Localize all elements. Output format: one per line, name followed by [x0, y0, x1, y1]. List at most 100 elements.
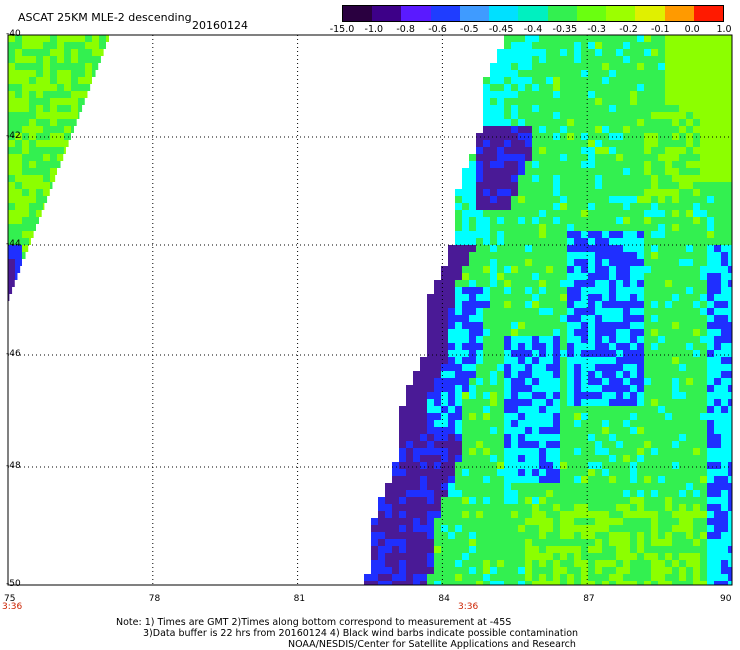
- swath-cell: [525, 168, 532, 175]
- swath-cell: [525, 175, 532, 182]
- swath-cell: [721, 175, 728, 182]
- swath-cell: [686, 140, 693, 147]
- swath-cell: [581, 434, 588, 441]
- swath-cell: [665, 581, 672, 585]
- swath-cell: [504, 469, 511, 476]
- swath-cell: [616, 483, 623, 490]
- swath-cell: [728, 175, 732, 182]
- swath-cell: [546, 357, 553, 364]
- swath-cell: [504, 119, 511, 126]
- swath-cell: [490, 168, 497, 175]
- swath-cell: [392, 574, 399, 581]
- swath-cell: [623, 336, 630, 343]
- swath-cell: [441, 553, 448, 560]
- swath-cell: [616, 497, 623, 504]
- swath-cell: [448, 504, 455, 511]
- swath-cell: [707, 70, 714, 77]
- swath-cell: [644, 469, 651, 476]
- swath-cell: [644, 343, 651, 350]
- swath-cell: [448, 336, 455, 343]
- swath-cell: [714, 77, 721, 84]
- swath-cell: [728, 294, 732, 301]
- swath-cell: [434, 560, 441, 567]
- swath-cell: [22, 126, 29, 133]
- swath-cell: [399, 420, 406, 427]
- swath-cell: [532, 175, 539, 182]
- swath-cell: [462, 280, 469, 287]
- swath-cell: [420, 448, 427, 455]
- swath-cell: [714, 413, 721, 420]
- swath-cell: [581, 168, 588, 175]
- swath-cell: [567, 546, 574, 553]
- swath-cell: [707, 210, 714, 217]
- swath-cell: [644, 308, 651, 315]
- swath-cell: [462, 357, 469, 364]
- swath-cell: [651, 497, 658, 504]
- swath-cell: [623, 343, 630, 350]
- swath-cell: [434, 294, 441, 301]
- swath-cell: [504, 259, 511, 266]
- swath-cell: [525, 196, 532, 203]
- swath-cell: [476, 210, 483, 217]
- swath-cell: [630, 63, 637, 70]
- swath-cell: [672, 469, 679, 476]
- swath-cell: [588, 364, 595, 371]
- swath-cell: [469, 525, 476, 532]
- swath-cell: [616, 168, 623, 175]
- swath-cell: [602, 161, 609, 168]
- swath-cell: [574, 343, 581, 350]
- color-scale-tick: 0.0: [684, 24, 700, 35]
- swath-cell: [623, 154, 630, 161]
- swath-cell: [476, 371, 483, 378]
- swath-cell: [700, 63, 707, 70]
- swath-cell: [392, 476, 399, 483]
- swath-cell: [8, 238, 15, 245]
- swath-cell: [490, 462, 497, 469]
- swath-cell: [700, 546, 707, 553]
- swath-cell: [539, 448, 546, 455]
- swath-cell: [448, 427, 455, 434]
- swath-cell: [672, 581, 679, 585]
- swath-cell: [50, 175, 56, 182]
- swath-cell: [595, 518, 602, 525]
- swath-cell: [672, 70, 679, 77]
- swath-cell: [686, 308, 693, 315]
- swath-cell: [630, 294, 637, 301]
- swath-cell: [504, 336, 511, 343]
- swath-cell: [714, 266, 721, 273]
- swath-cell: [518, 119, 525, 126]
- swath-cell: [539, 238, 546, 245]
- swath-cell: [679, 385, 686, 392]
- swath-cell: [658, 63, 665, 70]
- swath-cell: [700, 399, 707, 406]
- swath-cell: [567, 70, 574, 77]
- swath-cell: [616, 119, 623, 126]
- swath-cell: [693, 147, 700, 154]
- swath-cell: [525, 280, 532, 287]
- swath-cell: [560, 553, 567, 560]
- swath-cell: [29, 70, 36, 77]
- swath-cell: [532, 336, 539, 343]
- swath-cell: [693, 350, 700, 357]
- swath-cell: [427, 476, 434, 483]
- swath-cell: [581, 469, 588, 476]
- swath-cell: [518, 77, 525, 84]
- swath-cell: [427, 434, 434, 441]
- time-label-mid: 3:36: [458, 602, 479, 612]
- swath-cell: [602, 182, 609, 189]
- swath-cell: [532, 399, 539, 406]
- swath-cell: [672, 105, 679, 112]
- swath-cell: [700, 147, 707, 154]
- swath-cell: [658, 343, 665, 350]
- swath-cell: [616, 581, 623, 585]
- swath-cell: [546, 294, 553, 301]
- swath-cell: [29, 210, 36, 217]
- swath-cell: [721, 217, 728, 224]
- swath-cell: [539, 364, 546, 371]
- swath-cell: [700, 581, 707, 585]
- swath-cell: [539, 525, 546, 532]
- swath-cell: [15, 161, 22, 168]
- swath-cell: [658, 98, 665, 105]
- swath-cell: [427, 518, 434, 525]
- swath-cell: [721, 70, 728, 77]
